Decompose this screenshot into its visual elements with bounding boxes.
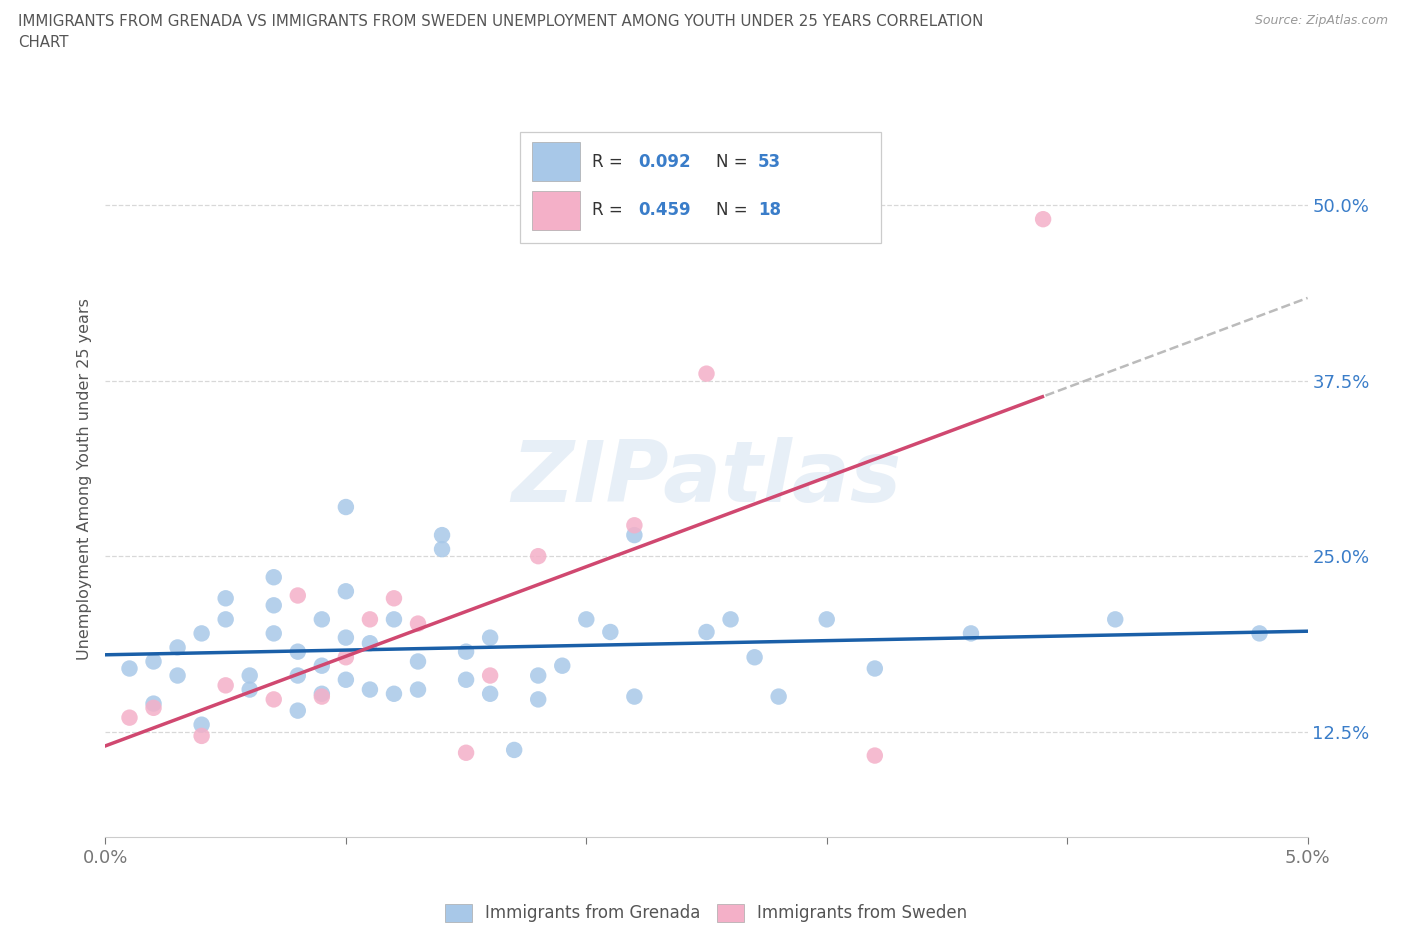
Point	[382, 591, 405, 605]
Point	[166, 640, 188, 655]
Point	[815, 612, 838, 627]
Point	[575, 612, 598, 627]
Point	[142, 654, 165, 669]
Text: R =: R =	[592, 153, 628, 171]
Point	[287, 644, 309, 659]
Point	[190, 717, 212, 732]
Text: 0.459: 0.459	[638, 202, 690, 219]
Point	[454, 672, 477, 687]
Point	[214, 612, 236, 627]
Point	[142, 697, 165, 711]
Point	[118, 661, 141, 676]
Point	[430, 527, 453, 542]
Point	[696, 366, 718, 381]
Point	[960, 626, 983, 641]
Point	[623, 689, 645, 704]
Point	[214, 678, 236, 693]
Point	[263, 626, 285, 641]
Text: ZIPatlas: ZIPatlas	[512, 437, 901, 521]
Point	[287, 703, 309, 718]
Point	[551, 658, 574, 673]
Text: N =: N =	[716, 153, 754, 171]
Point	[239, 682, 262, 697]
Text: R =: R =	[592, 202, 628, 219]
Point	[166, 668, 188, 683]
Point	[623, 527, 645, 542]
Point	[311, 612, 333, 627]
Point	[311, 686, 333, 701]
Point	[406, 682, 429, 697]
Point	[406, 654, 429, 669]
Y-axis label: Unemployment Among Youth under 25 years: Unemployment Among Youth under 25 years	[76, 298, 91, 660]
Point	[335, 672, 357, 687]
Point	[454, 644, 477, 659]
Point	[287, 668, 309, 683]
Point	[118, 711, 141, 725]
Point	[311, 658, 333, 673]
Point	[696, 625, 718, 640]
Point	[527, 549, 550, 564]
Point	[454, 745, 477, 760]
Point	[335, 499, 357, 514]
Text: 0.092: 0.092	[638, 153, 690, 171]
Point	[263, 692, 285, 707]
Point	[335, 650, 357, 665]
Point	[863, 661, 886, 676]
Point	[311, 689, 333, 704]
Point	[768, 689, 790, 704]
Point	[335, 631, 357, 645]
Point	[599, 625, 621, 640]
Point	[359, 612, 381, 627]
Point	[406, 617, 429, 631]
FancyBboxPatch shape	[533, 191, 581, 230]
Text: 18: 18	[758, 202, 782, 219]
Point	[263, 570, 285, 585]
Point	[744, 650, 766, 665]
Point	[1032, 212, 1054, 227]
Point	[430, 541, 453, 556]
Point	[720, 612, 742, 627]
Text: N =: N =	[716, 202, 754, 219]
Point	[527, 668, 550, 683]
Text: IMMIGRANTS FROM GRENADA VS IMMIGRANTS FROM SWEDEN UNEMPLOYMENT AMONG YOUTH UNDER: IMMIGRANTS FROM GRENADA VS IMMIGRANTS FR…	[18, 14, 984, 29]
Point	[239, 668, 262, 683]
Text: 53: 53	[758, 153, 782, 171]
Point	[1104, 612, 1126, 627]
Point	[263, 598, 285, 613]
Point	[359, 636, 381, 651]
Point	[382, 686, 405, 701]
Point	[1249, 626, 1271, 641]
Point	[623, 518, 645, 533]
Point	[335, 584, 357, 599]
FancyBboxPatch shape	[520, 132, 880, 243]
FancyBboxPatch shape	[533, 142, 581, 181]
Text: Source: ZipAtlas.com: Source: ZipAtlas.com	[1254, 14, 1388, 27]
Point	[214, 591, 236, 605]
Point	[479, 631, 502, 645]
Point	[479, 686, 502, 701]
Point	[863, 748, 886, 763]
Point	[503, 742, 526, 757]
Point	[190, 626, 212, 641]
Legend: Immigrants from Grenada, Immigrants from Sweden: Immigrants from Grenada, Immigrants from…	[439, 897, 974, 929]
Point	[479, 668, 502, 683]
Text: CHART: CHART	[18, 35, 69, 50]
Point	[527, 692, 550, 707]
Point	[190, 728, 212, 743]
Point	[382, 612, 405, 627]
Point	[287, 588, 309, 603]
Point	[142, 700, 165, 715]
Point	[359, 682, 381, 697]
